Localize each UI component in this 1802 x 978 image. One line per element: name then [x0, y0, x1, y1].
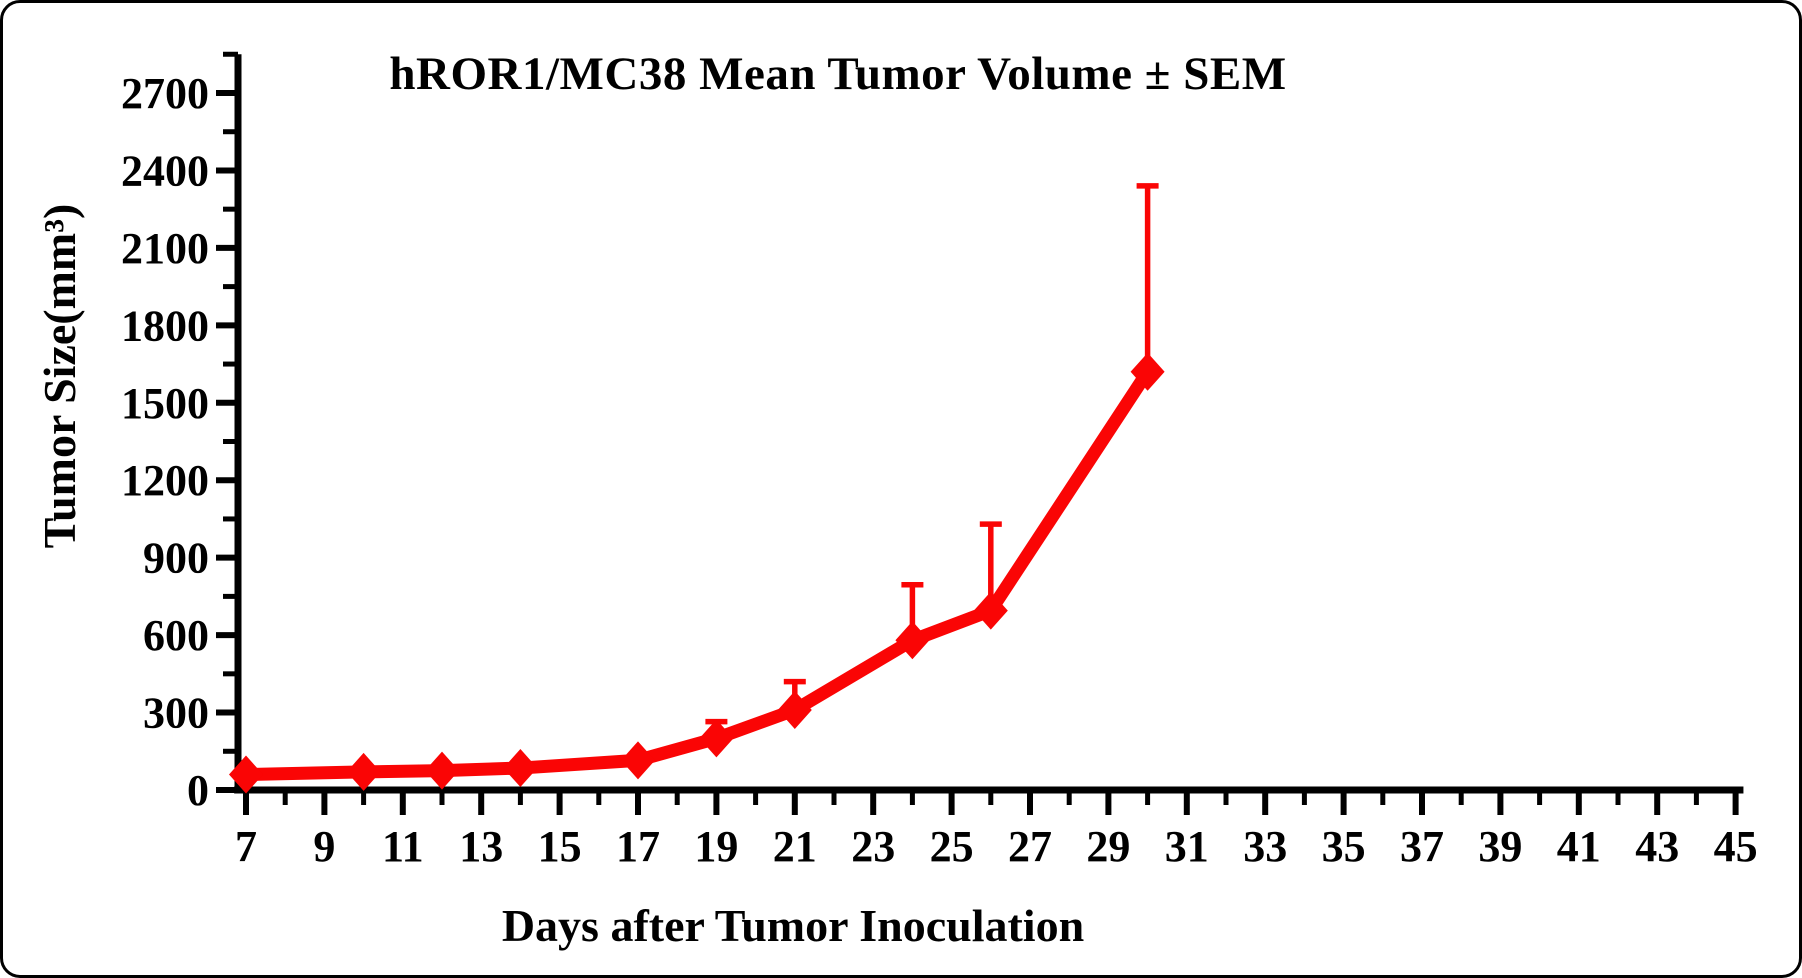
y-tick-label: 2100 — [121, 224, 209, 273]
x-tick-label: 21 — [773, 822, 817, 871]
data-point-diamond — [777, 690, 812, 729]
x-tick-label: 27 — [1008, 822, 1052, 871]
x-tick-label: 39 — [1478, 822, 1522, 871]
data-point-diamond — [229, 755, 263, 794]
x-tick-label: 19 — [694, 822, 738, 871]
x-tick-label: 9 — [313, 822, 335, 871]
y-tick-label: 0 — [187, 766, 209, 815]
x-tick-label: 31 — [1165, 822, 1209, 871]
y-tick-label: 300 — [143, 689, 209, 738]
y-tick-label: 2700 — [121, 69, 209, 118]
y-tick-label: 1200 — [121, 456, 209, 505]
y-tick-label: 900 — [143, 534, 209, 583]
x-axis-title: Days after Tumor Inoculation — [501, 900, 1085, 951]
data-point-diamond — [895, 621, 930, 660]
x-tick-label: 45 — [1714, 822, 1758, 871]
data-point-diamond — [973, 591, 1008, 630]
x-tick-label: 43 — [1635, 822, 1679, 871]
data-point-diamond — [699, 719, 734, 758]
y-tick-label: 1800 — [121, 301, 209, 350]
x-tick-label: 23 — [851, 822, 895, 871]
x-tick-label: 7 — [235, 822, 257, 871]
x-tick-label: 37 — [1400, 822, 1444, 871]
x-tick-label: 29 — [1086, 822, 1130, 871]
y-tick-label: 600 — [143, 611, 209, 660]
x-tick-label: 33 — [1243, 822, 1287, 871]
y-tick-label: 1500 — [121, 379, 209, 428]
data-point-diamond — [425, 751, 459, 790]
chart-title: hROR1/MC38 Mean Tumor Volume ± SEM — [389, 48, 1287, 100]
data-point-diamond — [621, 741, 655, 780]
x-tick-label: 25 — [930, 822, 974, 871]
plot-area: 0 300 600 900 1200 1500 1800 2100 2400 2700 7 9 11 13… — [121, 51, 1758, 871]
series-line — [245, 368, 1154, 782]
x-tick-label: 35 — [1322, 822, 1366, 871]
data-point-diamond — [1130, 352, 1165, 391]
y-tick-label: 2400 — [121, 146, 209, 195]
data-point-diamond — [503, 749, 538, 788]
x-tick-label: 13 — [459, 822, 503, 871]
x-tick-label: 41 — [1557, 822, 1601, 871]
data-point-diamond — [346, 752, 381, 791]
x-tick-label: 15 — [538, 822, 582, 871]
x-tick-label: 11 — [382, 822, 424, 871]
x-tick-label: 17 — [616, 822, 660, 871]
